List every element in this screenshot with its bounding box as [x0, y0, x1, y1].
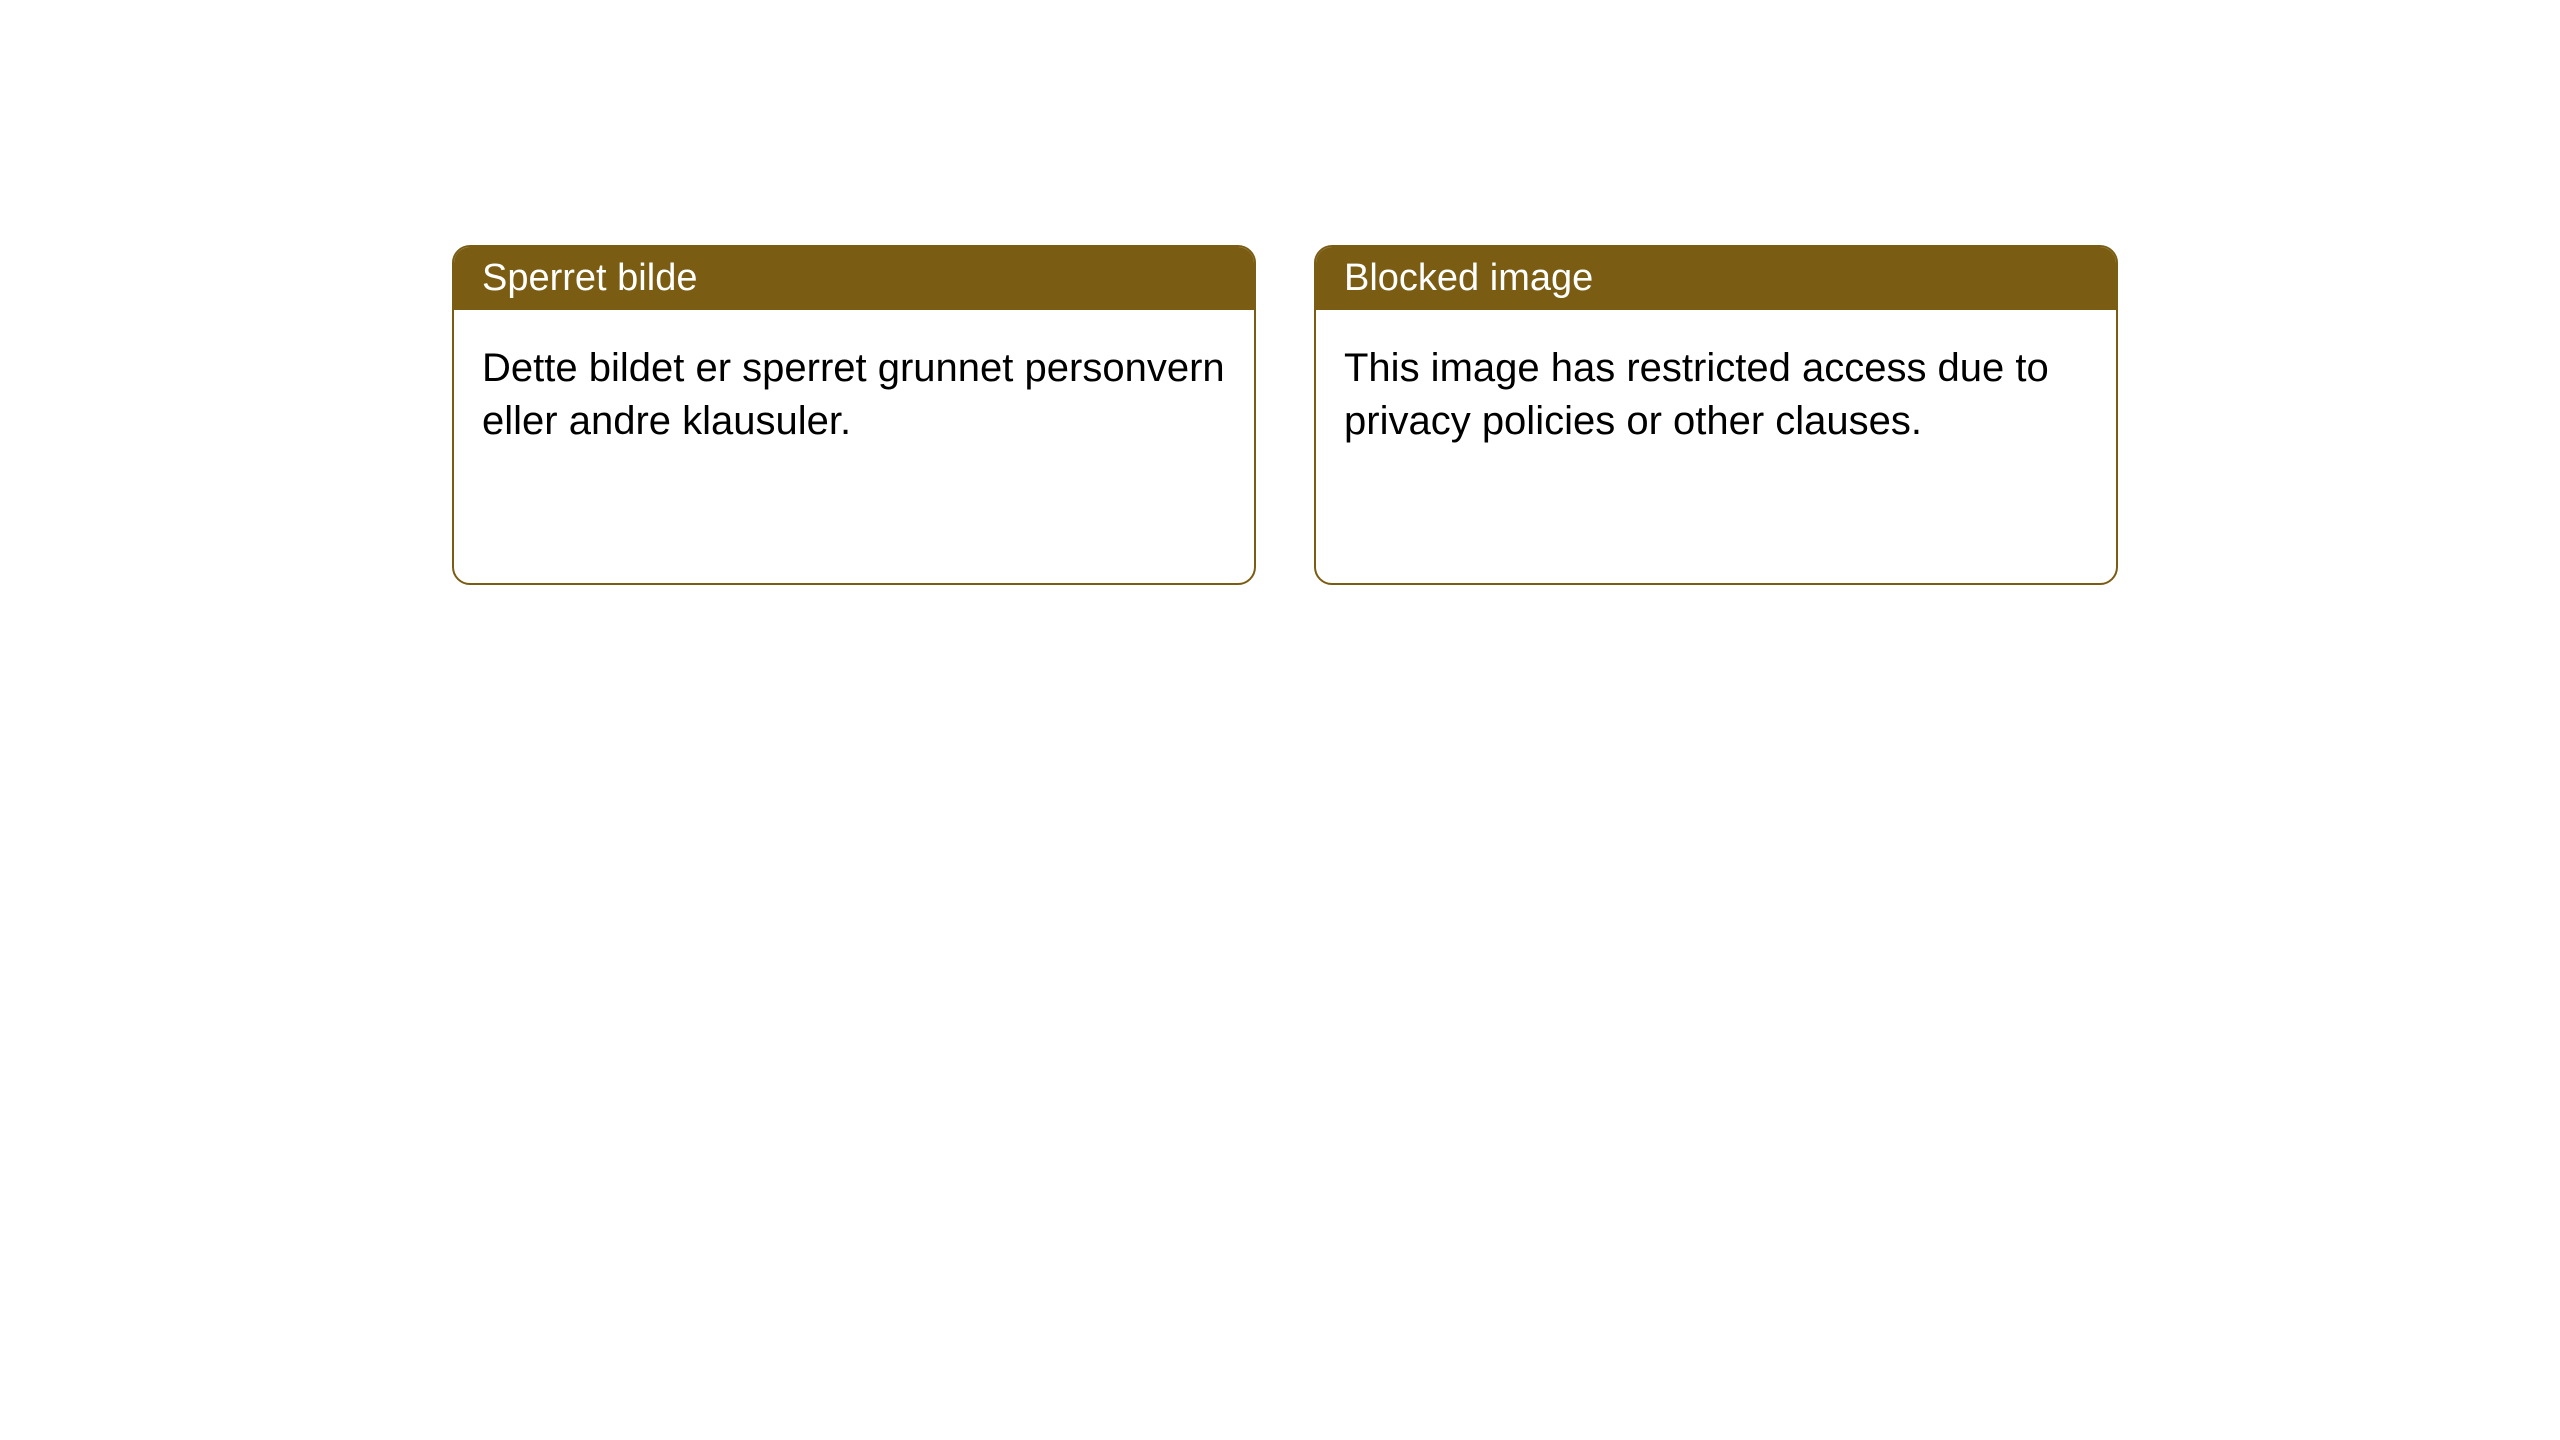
- notice-body: Dette bildet er sperret grunnet personve…: [454, 310, 1254, 480]
- notice-body: This image has restricted access due to …: [1316, 310, 2116, 480]
- notice-card-english: Blocked image This image has restricted …: [1314, 245, 2118, 585]
- notice-text: This image has restricted access due to …: [1344, 346, 2049, 443]
- notice-header: Blocked image: [1316, 247, 2116, 310]
- notice-text: Dette bildet er sperret grunnet personve…: [482, 346, 1225, 443]
- notice-title: Sperret bilde: [482, 257, 697, 299]
- notice-header: Sperret bilde: [454, 247, 1254, 310]
- notice-title: Blocked image: [1344, 257, 1593, 299]
- notice-container: Sperret bilde Dette bildet er sperret gr…: [0, 0, 2560, 585]
- notice-card-norwegian: Sperret bilde Dette bildet er sperret gr…: [452, 245, 1256, 585]
